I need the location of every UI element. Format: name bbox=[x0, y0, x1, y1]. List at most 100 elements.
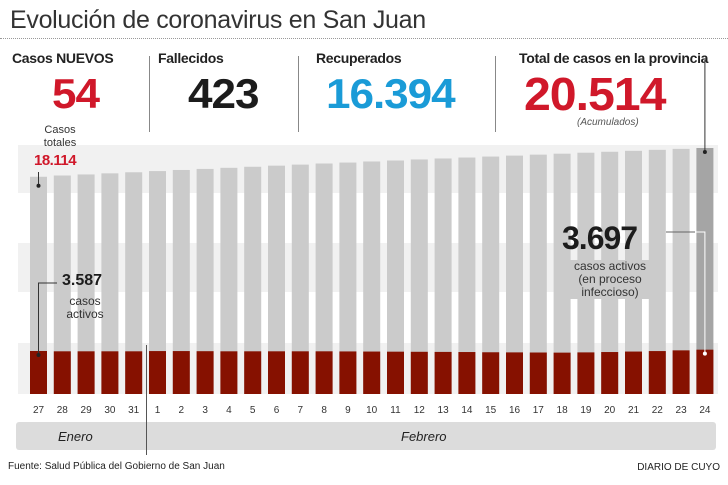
bar-active bbox=[339, 351, 357, 394]
start-total-label: Casos totales bbox=[43, 124, 77, 149]
x-tick-label: 9 bbox=[345, 405, 351, 416]
start-total-value: 18.114 bbox=[34, 152, 77, 169]
x-tick-label: 31 bbox=[128, 405, 140, 416]
bar-active bbox=[244, 351, 262, 394]
x-tick-label: 5 bbox=[250, 405, 256, 416]
bar-total bbox=[387, 160, 404, 394]
leader-line bbox=[38, 282, 57, 355]
x-tick-label: 27 bbox=[33, 405, 45, 416]
start-active-label: casos activos bbox=[66, 294, 104, 321]
bar-active bbox=[648, 351, 666, 394]
x-tick-label: 19 bbox=[580, 405, 592, 416]
x-tick-label: 12 bbox=[414, 405, 426, 416]
x-tick-label: 6 bbox=[274, 405, 280, 416]
bar-total bbox=[291, 164, 309, 394]
stat-note-total: (Acumulados) bbox=[577, 117, 639, 128]
month-febrero: Febrero bbox=[401, 429, 447, 444]
stat-label-deaths: Fallecidos bbox=[158, 50, 224, 66]
marker-dot bbox=[36, 183, 41, 188]
divider bbox=[149, 56, 150, 132]
x-tick-label: 29 bbox=[81, 405, 93, 416]
x-tick-label: 7 bbox=[298, 405, 304, 416]
bar-active bbox=[506, 352, 523, 394]
bar-total bbox=[672, 148, 690, 394]
bar-total bbox=[410, 159, 428, 394]
x-tick-label: 11 bbox=[390, 405, 401, 416]
bar-active bbox=[553, 352, 571, 394]
bar-active bbox=[220, 351, 238, 394]
x-tick-label: 17 bbox=[533, 405, 545, 416]
x-tick-label: 21 bbox=[628, 405, 640, 416]
month-bar bbox=[16, 422, 716, 450]
bar-active bbox=[30, 350, 47, 394]
x-tick-label: 30 bbox=[104, 405, 116, 416]
stat-value-total: 20.514 bbox=[524, 68, 666, 120]
bar-active bbox=[77, 351, 95, 394]
end-active-label: casos activos (en proceso infeccioso) bbox=[565, 260, 655, 299]
bar-total bbox=[482, 156, 500, 394]
bar-total bbox=[363, 161, 381, 394]
x-tick-label: 14 bbox=[461, 405, 473, 416]
bar-total bbox=[648, 149, 666, 394]
bar-active bbox=[696, 349, 714, 394]
marker-dot bbox=[702, 150, 707, 154]
x-tick-label: 1 bbox=[155, 405, 161, 416]
end-active-value: 3.697 bbox=[562, 220, 638, 256]
bar-total bbox=[315, 163, 333, 394]
x-tick-label: 28 bbox=[57, 405, 69, 416]
bar-active bbox=[625, 351, 642, 394]
stat-label-total: Total de casos en la provincia bbox=[519, 50, 709, 66]
bar-active bbox=[149, 351, 166, 394]
month-divider bbox=[146, 345, 147, 455]
x-tick-label: 20 bbox=[604, 405, 616, 416]
x-tick-label: 22 bbox=[652, 405, 664, 416]
month-enero: Enero bbox=[58, 429, 93, 444]
bar-active bbox=[601, 352, 619, 394]
bar-total bbox=[196, 168, 214, 394]
bar-active bbox=[125, 351, 143, 394]
bar-total bbox=[77, 174, 95, 394]
x-tick-label: 18 bbox=[557, 405, 569, 416]
bar-total bbox=[458, 157, 476, 394]
bar-total bbox=[553, 153, 571, 394]
bar-active bbox=[410, 351, 428, 394]
bar-active bbox=[482, 352, 500, 394]
bar-total bbox=[506, 155, 523, 394]
divider bbox=[0, 38, 728, 39]
page-title: Evolución de coronavirus en San Juan bbox=[10, 6, 426, 34]
x-tick-label: 23 bbox=[676, 405, 688, 416]
x-tick-label: 15 bbox=[485, 405, 497, 416]
source: Fuente: Salud Pública del Gobierno de Sa… bbox=[8, 461, 225, 472]
x-tick-label: 16 bbox=[509, 405, 521, 416]
bar-active bbox=[529, 352, 547, 394]
bar-total bbox=[172, 169, 190, 394]
bar-total bbox=[125, 172, 143, 394]
stat-value-recovered: 16.394 bbox=[326, 70, 456, 117]
bar-active bbox=[291, 351, 309, 394]
x-tick-label: 8 bbox=[321, 405, 327, 416]
bar-total bbox=[220, 167, 238, 394]
bar-active bbox=[172, 351, 190, 394]
marker-dot bbox=[702, 351, 707, 356]
bar-active bbox=[387, 351, 404, 394]
bar-active bbox=[672, 350, 690, 394]
x-tick-label: 13 bbox=[438, 405, 450, 416]
brand: DIARIO DE CUYO bbox=[637, 462, 720, 473]
bar-total bbox=[434, 158, 452, 394]
x-tick-label: 3 bbox=[202, 405, 208, 416]
bar-total bbox=[53, 175, 71, 394]
stat-value-new: 54 bbox=[52, 70, 100, 117]
bar-active bbox=[363, 351, 381, 394]
bar-active bbox=[434, 351, 452, 394]
bar-active bbox=[577, 352, 595, 394]
stat-value-deaths: 423 bbox=[188, 70, 259, 117]
x-tick-label: 4 bbox=[226, 405, 232, 416]
x-tick-label: 24 bbox=[699, 405, 711, 416]
bar-active bbox=[53, 351, 71, 394]
bar-active bbox=[196, 351, 214, 394]
bar-active bbox=[458, 352, 476, 394]
bar-total bbox=[244, 166, 262, 394]
start-active-value: 3.587 bbox=[62, 272, 103, 289]
divider bbox=[495, 56, 496, 132]
marker-dot bbox=[36, 352, 41, 357]
